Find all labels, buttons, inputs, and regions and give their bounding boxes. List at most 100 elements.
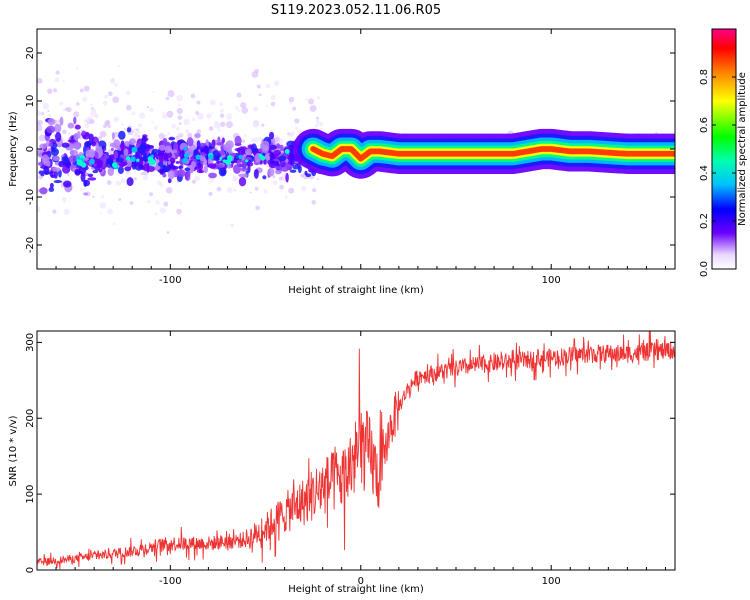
- spectrogram-noise-blob: [163, 151, 173, 159]
- spectrogram-haze-point: [300, 185, 307, 192]
- spectrogram-haze-point: [192, 117, 196, 122]
- spectrogram-haze-point: [40, 112, 44, 116]
- spectrogram-haze-point: [133, 127, 141, 135]
- spectrogram-haze-point: [300, 173, 304, 178]
- snr-y-tick-label: 200: [25, 409, 36, 428]
- spectrogram-noise-blob: [304, 170, 308, 176]
- spectrogram-noise-blob: [234, 135, 242, 146]
- spectrogram-hotspot: [131, 146, 138, 153]
- spectrogram-noise-blob: [162, 173, 167, 178]
- spectrogram-noise-blob: [43, 157, 47, 165]
- spectrogram-noise-blob: [46, 125, 56, 134]
- spectrogram-noise-blob: [262, 175, 267, 180]
- spectrogram-y-tick-label: 20: [25, 47, 36, 60]
- spectrogram-noise-blob: [238, 176, 247, 187]
- spectrogram-haze-point: [194, 175, 200, 182]
- spectrogram-noise-blob: [218, 167, 227, 177]
- spectrogram-haze-point: [176, 107, 183, 115]
- snr-frame: [36, 330, 676, 571]
- spectrogram-haze-point: [179, 202, 183, 205]
- spectrogram-noise-blob: [179, 149, 185, 160]
- spectrogram-haze-point: [240, 102, 247, 109]
- spectrogram-haze-point: [105, 119, 111, 125]
- spectrogram-haze-point: [129, 201, 134, 205]
- spectrogram-haze-point: [178, 122, 182, 125]
- spectrogram-noise-blob: [186, 137, 194, 147]
- spectrogram-haze-point: [178, 103, 181, 107]
- spectrogram-noise-blob: [83, 192, 89, 196]
- spectrogram-hotspot: [149, 159, 156, 166]
- spectrogram-noise-blob: [168, 136, 176, 141]
- spectrogram-noise-blob: [38, 170, 45, 175]
- spectrogram-haze-point: [159, 207, 166, 214]
- spectrogram-noise-blob: [117, 166, 124, 175]
- spectrogram-haze-point: [167, 132, 171, 136]
- spectrogram-noise-blob: [275, 166, 282, 170]
- spectrogram-noise-blob: [97, 148, 103, 158]
- spectrogram-haze-point: [79, 88, 84, 93]
- spectrogram-haze-point: [305, 98, 308, 101]
- colorbar-tick-label: 0.0: [699, 261, 710, 277]
- spectrogram-hotspot: [136, 158, 140, 163]
- spectrogram-haze-point: [151, 121, 154, 124]
- spectrogram-haze-point: [52, 209, 57, 214]
- spectrogram-noise-blob: [81, 130, 86, 136]
- spectrogram-noise-blob: [264, 154, 270, 161]
- spectrogram-noise-blob: [289, 156, 295, 167]
- spectrogram-noise-blob: [269, 151, 275, 160]
- spectrogram-haze-point: [121, 123, 124, 126]
- spectrogram-haze-point: [206, 113, 212, 119]
- spectrogram-noise-blob: [126, 177, 134, 187]
- spectrogram-haze-point: [76, 102, 80, 106]
- spectrogram-noise-blob: [59, 116, 64, 126]
- spectrogram-x-axis-label: Height of straight line (km): [288, 285, 424, 296]
- spectrogram-haze-point: [254, 68, 259, 74]
- spectrogram-noise-blob: [61, 142, 70, 148]
- spectrogram-noise-blob: [243, 173, 248, 178]
- spectrogram-haze-point: [257, 136, 263, 142]
- spectrogram-noise-blob: [289, 169, 297, 173]
- snr-axes: -100 0 100 0 100 200 300: [25, 331, 675, 587]
- spectrogram-noise-blob: [39, 143, 47, 150]
- spectrogram-haze-point: [225, 121, 233, 129]
- spectrogram-haze-point: [315, 119, 320, 124]
- spectrogram-hotspot: [183, 152, 190, 158]
- spectrogram-haze-point: [226, 187, 233, 193]
- spectrogram-noise-blob: [76, 130, 81, 139]
- spectrogram-noise-blob: [141, 135, 147, 145]
- spectrogram-noise-blob: [276, 143, 280, 149]
- spectrogram-haze-point: [183, 118, 190, 126]
- spectrogram-noise-blob: [94, 151, 99, 159]
- snr-x-axis-label: Height of straight line (km): [288, 584, 424, 595]
- spectrogram-noise-blob: [46, 160, 51, 167]
- spectrogram-hotspot: [208, 154, 214, 160]
- spectrogram-noise-blob: [103, 154, 110, 159]
- spectrogram-haze-point: [99, 212, 102, 215]
- spectrogram-noise-blob: [216, 142, 224, 146]
- spectrogram-noise-blob: [114, 150, 119, 160]
- spectrogram-noise-blob: [98, 168, 103, 173]
- spectrogram-haze-point: [161, 111, 165, 114]
- spectrogram-x-tick-label: -100: [159, 275, 182, 286]
- spectrogram-noise-blob: [275, 170, 282, 175]
- spectrogram-haze-point: [176, 94, 183, 102]
- spectrogram-noise-blob: [151, 148, 159, 155]
- spectrogram-hotspot: [76, 159, 80, 163]
- spectrogram-noise-blob: [124, 166, 132, 172]
- snr-x-tick-label: -100: [159, 576, 182, 587]
- spectrogram-noise-blob: [167, 148, 173, 153]
- spectrogram-haze-point: [147, 199, 151, 204]
- spectrogram-haze-point: [208, 191, 213, 196]
- spectrogram-hotspot: [130, 156, 136, 163]
- spectrogram-haze-point: [75, 67, 79, 70]
- spectrogram-noise-blob: [74, 141, 81, 151]
- spectrogram-haze-point: [84, 123, 89, 129]
- spectrogram-noise-blob: [110, 147, 114, 151]
- spectrogram-haze-point: [318, 121, 324, 127]
- spectrogram-haze-point: [124, 127, 127, 130]
- spectrogram-haze-point: [83, 119, 87, 123]
- spectrogram-haze-point: [252, 136, 259, 143]
- spectrogram-haze-point: [120, 178, 126, 183]
